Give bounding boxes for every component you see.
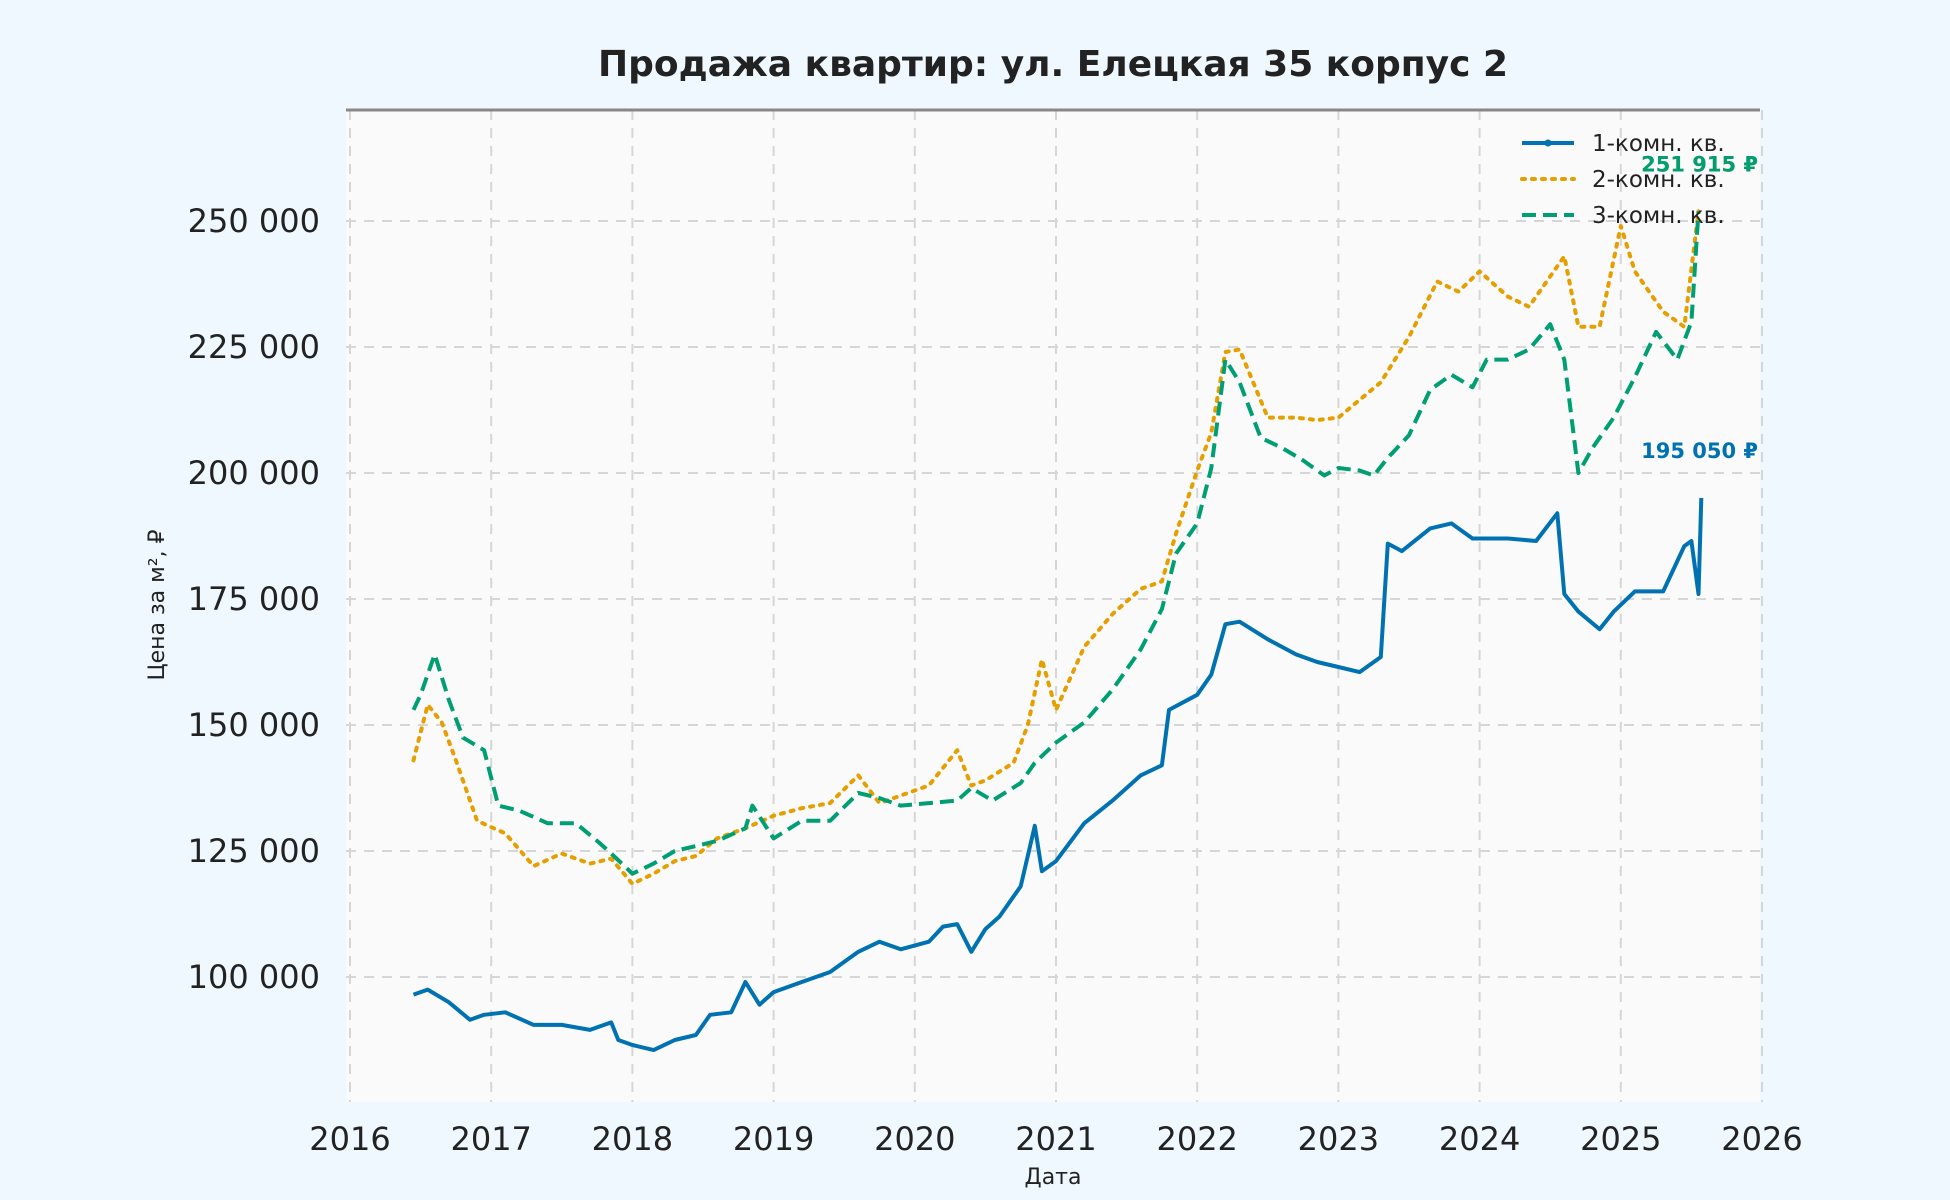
series-lines — [411, 209, 1704, 1053]
x-tick-label: 2026 — [1721, 1120, 1802, 1158]
chart-title: Продажа квартир: ул. Елецкая 35 корпус 2 — [598, 44, 1508, 85]
end-labels: 195 050 ₽251 915 ₽251 915 ₽ — [1641, 152, 1758, 463]
y-tick-label: 100 000 — [188, 958, 320, 996]
legend-entry-label: 1-комн. кв. — [1592, 131, 1725, 157]
x-tick-label: 2018 — [592, 1120, 673, 1158]
x-tick-label: 2022 — [1156, 1120, 1237, 1158]
y-tick-label: 175 000 — [188, 580, 320, 618]
series-line-2 — [411, 209, 1701, 886]
end-label-2: 251 915 ₽ — [1641, 152, 1758, 176]
y-tick-label: 250 000 — [188, 202, 320, 240]
legend-entry-label: 2-комн. кв. — [1592, 167, 1725, 193]
x-tick-label: 2016 — [309, 1120, 390, 1158]
x-tick-label: 2025 — [1580, 1120, 1661, 1158]
legend: 1-комн. кв. 2-комн. кв. 3-комн. кв. — [1520, 131, 1725, 229]
plot-area — [346, 110, 1760, 1102]
x-tick-label: 2017 — [450, 1120, 531, 1158]
legend-entry-label: 3-комн. кв. — [1592, 203, 1725, 229]
grid — [346, 110, 1763, 1102]
end-label-1: 195 050 ₽ — [1641, 439, 1758, 463]
x-tick-label: 2023 — [1298, 1120, 1379, 1158]
x-tick-label: 2021 — [1015, 1120, 1096, 1158]
y-tick-label: 200 000 — [188, 454, 320, 492]
x-axis-label: Дата — [1025, 1165, 1082, 1190]
x-tick-label: 2024 — [1439, 1120, 1520, 1158]
y-tick-label: 125 000 — [188, 832, 320, 870]
x-tick-label: 2020 — [874, 1120, 955, 1158]
y-tick-label: 150 000 — [188, 706, 320, 744]
end-label-3: 251 915 ₽ — [1641, 152, 1758, 176]
legend-marker — [1544, 139, 1552, 147]
y-tick-label: 225 000 — [188, 328, 320, 366]
x-tick-label: 2019 — [733, 1120, 814, 1158]
series-line-1 — [412, 497, 1704, 1053]
y-axis-label: Цена за м², ₽ — [145, 529, 170, 680]
x-tick-labels: 2016 2017 2018 2019 2020 2021 2022 2023 2024 2025… — [309, 1120, 1802, 1158]
y-tick-labels: 100 000 125 000 150 000 175 000 200 000 225 0… — [188, 202, 320, 996]
